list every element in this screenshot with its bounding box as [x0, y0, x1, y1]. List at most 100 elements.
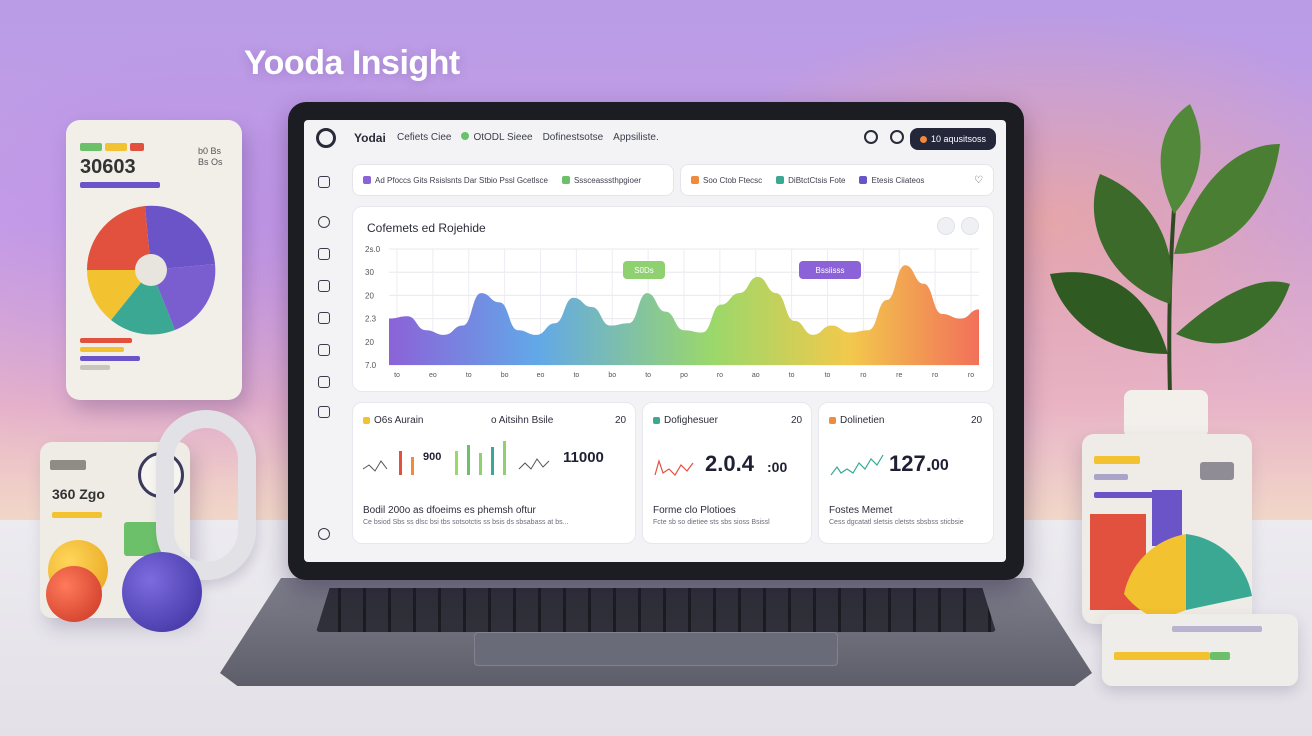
tag-icon: [859, 176, 868, 184]
flag-icon[interactable]: [318, 376, 330, 388]
notification-icon[interactable]: [890, 130, 904, 144]
x-tick-label: to: [789, 372, 795, 379]
x-tick-label: po: [680, 372, 688, 379]
area-series: [389, 265, 979, 365]
calendar-icon[interactable]: [318, 248, 330, 260]
laptop-trackpad: [474, 632, 838, 666]
x-tick-label: eo: [537, 372, 545, 379]
tag-icon: [363, 176, 371, 184]
tag-icon: [691, 176, 699, 184]
y-tick-label: 20: [365, 291, 374, 300]
card-sparkline: [830, 454, 884, 476]
filter-label: Etesis Ciiateos: [871, 175, 925, 185]
prop-card-strip: [80, 182, 160, 188]
filter-label: Soo Ctob Ftecsc: [703, 175, 763, 185]
filter-item[interactable]: Ad Pfoccs Gits Rsislsnts Dar Stbio Pssl …: [363, 176, 548, 185]
card-fine-print: Fcte sb so dietiee sts sbs sioss Bsissl: [653, 519, 770, 526]
card-count: 20: [971, 415, 983, 426]
card-footer: Bodil 200o as dfoeims es phemsh oftur: [363, 505, 536, 516]
prop-card-side-text: b0 Bs Bs Os: [198, 146, 223, 167]
y-axis-labels: 2s.0 30 20 2.3 20 7.0: [365, 245, 381, 370]
message-icon[interactable]: [318, 344, 330, 356]
chart-card: Cofemets ed Rojehide 2s.0 30 20 2.3 20 7.0 to…: [352, 206, 994, 392]
card-color-icon: [363, 417, 370, 424]
card-value-suffix: 00: [931, 457, 949, 474]
y-tick-label: 7.0: [365, 361, 377, 370]
stat-card-0[interactable]: O6s Aurain o Aitsihn Bsile 20 900 11000 …: [352, 402, 636, 544]
card-count: 20: [791, 415, 803, 426]
x-tick-label: ro: [860, 372, 866, 379]
chart-icon[interactable]: [318, 280, 330, 292]
stat-card-2[interactable]: Dolinetien 20 127. 00 Fostes Memet Cess …: [818, 402, 994, 544]
card-label-text: Dofighesuer: [664, 415, 718, 426]
card-count: 20: [615, 415, 627, 426]
card-value-secondary: 11000: [563, 449, 604, 466]
filter-label: Ad Pfoccs Gits Rsislsnts Dar Stbio Pssl …: [375, 175, 548, 185]
search-icon[interactable]: [864, 130, 878, 144]
app-screen: Yodai Cefiets Ciee OtODL Sieee Dofinests…: [304, 120, 1006, 562]
x-tick-label: ro: [968, 372, 974, 379]
card-sparkline: [654, 458, 694, 476]
y-tick-label: 2.3: [365, 315, 377, 324]
top-action-button-label: 10 aqusitsoss: [930, 134, 987, 144]
card-value: 127.: [889, 451, 932, 476]
filter-item[interactable]: Sssceasssthpgioer: [561, 175, 642, 185]
nav-item-0[interactable]: Cefiets Ciee: [397, 132, 452, 143]
prop-clock-number: 360 Zgo: [52, 486, 105, 502]
prop-keypad: [1102, 614, 1298, 686]
clock-icon[interactable]: [318, 216, 330, 228]
status-dot-icon: [919, 135, 927, 143]
card-value: 2.0.4: [705, 451, 754, 476]
card-sparkline: [362, 441, 550, 475]
expand-icon[interactable]: [937, 217, 955, 235]
card-label-text: O6s Aurain: [374, 415, 424, 426]
filter-item[interactable]: DiBtctCtsis Fote: [776, 176, 845, 185]
report-icon[interactable]: [318, 312, 330, 324]
dashboard-icon[interactable]: [318, 176, 330, 188]
nav-item-2[interactable]: Dofinestsotse: [542, 132, 604, 143]
filter-bar-left: Ad Pfoccs Gits Rsislsnts Dar Stbio Pssl …: [352, 164, 674, 196]
sidebar: [316, 176, 332, 546]
app-logo-icon: [316, 128, 336, 148]
top-icons: [864, 130, 904, 144]
nav-item-3[interactable]: Appsiliste.: [613, 132, 659, 143]
filter-label: Sssceasssthpgioer: [573, 175, 642, 185]
top-action-button[interactable]: 10 aqusitsoss: [910, 128, 996, 150]
card-fine-print: Cess dgcatatl sletsis cletsts sbsbss sti…: [829, 519, 964, 526]
stat-card-1[interactable]: Dofighesuer 20 2.0.4 :00 Forme clo Ploti…: [642, 402, 812, 544]
card-color-icon: [829, 417, 836, 424]
prop-color-bars: [80, 138, 147, 156]
nav-item-1-label: OtODL Sieee: [473, 132, 533, 143]
laptop-keyboard: [316, 588, 996, 632]
chart-tools: [937, 217, 979, 235]
tag-icon: [561, 176, 570, 184]
x-tick-label: ao: [752, 372, 760, 379]
y-tick-label: 2s.0: [365, 245, 381, 254]
prop-purple-ball: [122, 552, 202, 632]
card-label-secondary: o Aitsihn Bsile: [491, 415, 554, 426]
top-nav: Cefiets Ciee OtODL Sieee Dofinestsotse A…: [397, 132, 659, 143]
filter-item[interactable]: Soo Ctob Ftecsc: [691, 176, 762, 185]
card-footer: Fostes Memet: [829, 505, 893, 516]
card-label-text: Dolinetien: [840, 415, 885, 426]
card-label: Dolinetien: [829, 415, 884, 426]
card-footer: Forme clo Plotioes: [653, 505, 736, 516]
chart-title: Cofemets ed Rojehide: [367, 221, 486, 235]
filter-item[interactable]: Etesis Ciiateos: [859, 176, 924, 185]
x-tick-label: ro: [717, 372, 723, 379]
chart-tooltip-purple[interactable]: Bssiisss: [799, 261, 861, 279]
tag-icon: [776, 176, 785, 184]
card-label: O6s Aurain: [363, 415, 423, 426]
nav-item-1[interactable]: OtODL Sieee: [461, 132, 533, 143]
y-tick-label: 20: [365, 338, 374, 347]
chart-tooltip-green[interactable]: S0Ds: [623, 261, 665, 279]
settings-icon[interactable]: [318, 406, 330, 418]
y-tick-label: 30: [365, 268, 374, 277]
more-icon[interactable]: [961, 217, 979, 235]
help-icon[interactable]: [318, 528, 330, 540]
prop-red-ball: [46, 566, 102, 622]
status-dot-icon: [461, 132, 470, 140]
prop-legend-lines: [80, 338, 140, 374]
heart-icon[interactable]: ♡: [974, 174, 983, 186]
